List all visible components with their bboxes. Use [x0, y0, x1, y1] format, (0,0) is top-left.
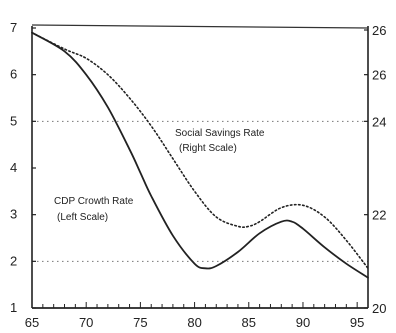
right-tick-label: 26 — [372, 23, 386, 38]
x-tick-label: 75 — [133, 315, 147, 330]
left-tick-label: 6 — [10, 67, 17, 82]
gdp-growth-line — [31, 31, 369, 279]
right-tick-label: 24 — [372, 114, 386, 129]
x-tick-label: 70 — [79, 315, 93, 330]
x-tick-label: 80 — [187, 315, 201, 330]
left-tick-label: 2 — [10, 253, 17, 268]
series-lines — [31, 31, 369, 279]
x-tick-label: 85 — [242, 315, 256, 330]
x-tick-label: 90 — [296, 315, 310, 330]
x-tick-label: 95 — [350, 315, 364, 330]
left-tick-label: 3 — [10, 207, 17, 222]
right-axis-ticks: 20 22 24 26 26 — [364, 23, 386, 316]
left-axis-ticks: 1 2 3 4 5 6 7 — [10, 20, 36, 315]
left-tick-label: 1 — [10, 300, 17, 315]
right-tick-label: 22 — [372, 208, 386, 223]
right-tick-label: 20 — [372, 301, 386, 316]
top-frame-line — [31, 24, 369, 29]
grid-lines — [32, 120, 368, 262]
x-tick-label: 65 — [25, 315, 39, 330]
left-tick-label: 5 — [10, 113, 17, 128]
left-tick-label: 4 — [10, 160, 17, 175]
gdp-label-line-1: CDP Crowth Rate — [54, 196, 134, 207]
left-tick-label: 7 — [10, 20, 17, 35]
axes — [31, 24, 369, 309]
right-tick-label: 26 — [372, 68, 386, 83]
gdp-label-line-2: (Left Scale) — [57, 212, 108, 223]
x-axis-ticks: 65 70 75 80 85 90 95 — [25, 302, 369, 330]
savings-rate-line — [31, 31, 369, 270]
savings-label-line-2: (Right Scale) — [179, 143, 237, 154]
savings-label-line-1: Social Savings Rate — [175, 128, 265, 139]
